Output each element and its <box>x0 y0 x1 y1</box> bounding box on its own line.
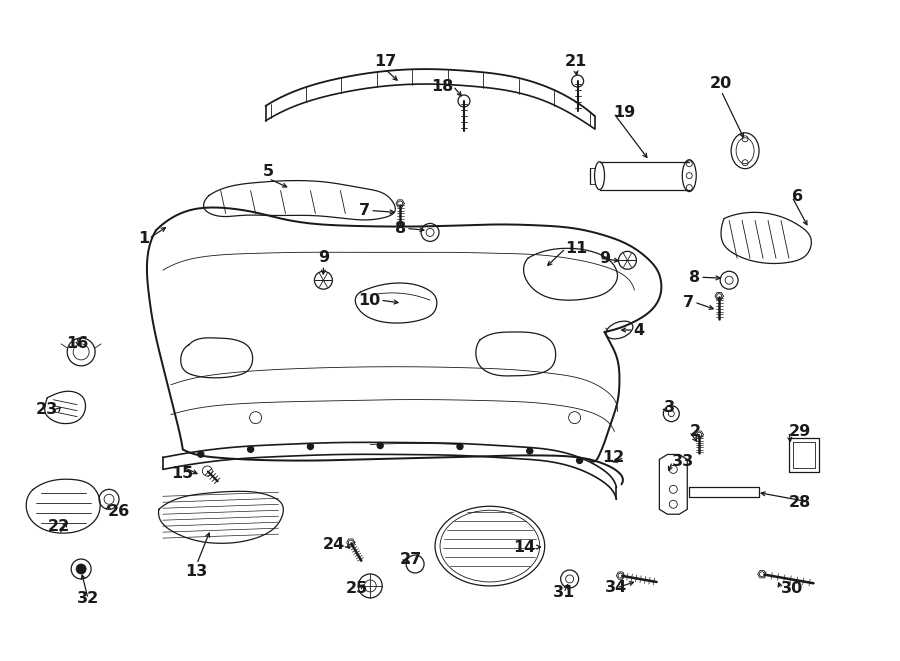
Text: 26: 26 <box>108 504 130 519</box>
Text: 14: 14 <box>514 539 536 555</box>
Text: 22: 22 <box>48 519 70 534</box>
Circle shape <box>377 442 383 449</box>
Circle shape <box>577 457 582 463</box>
Text: 21: 21 <box>564 54 587 69</box>
Text: 34: 34 <box>606 580 627 596</box>
Text: 28: 28 <box>788 495 811 510</box>
Text: 7: 7 <box>683 295 694 309</box>
Text: 4: 4 <box>634 323 644 338</box>
Text: 10: 10 <box>358 293 380 307</box>
Text: 11: 11 <box>565 241 588 256</box>
Text: 24: 24 <box>323 537 346 551</box>
Text: 18: 18 <box>431 79 453 94</box>
Text: 2: 2 <box>689 424 700 439</box>
Text: 9: 9 <box>599 251 611 266</box>
Text: 17: 17 <box>374 54 396 69</box>
Text: 19: 19 <box>614 105 635 120</box>
Circle shape <box>198 451 203 457</box>
Text: 3: 3 <box>664 400 676 415</box>
Text: 1: 1 <box>138 231 148 246</box>
Text: 31: 31 <box>553 586 575 600</box>
Text: 7: 7 <box>359 203 370 218</box>
Text: 29: 29 <box>789 424 811 439</box>
Text: 6: 6 <box>792 189 803 204</box>
Circle shape <box>308 444 313 449</box>
Text: 25: 25 <box>346 582 368 596</box>
Text: 15: 15 <box>171 467 193 481</box>
Text: 30: 30 <box>781 582 803 596</box>
Circle shape <box>76 564 86 574</box>
Text: 8: 8 <box>689 270 700 285</box>
Text: 32: 32 <box>77 592 99 606</box>
Text: 33: 33 <box>672 454 695 469</box>
Text: 9: 9 <box>318 251 329 265</box>
Text: 23: 23 <box>36 402 58 417</box>
Text: 16: 16 <box>66 336 88 351</box>
Circle shape <box>526 448 533 454</box>
Text: 12: 12 <box>602 450 625 465</box>
Circle shape <box>248 446 254 452</box>
Text: 5: 5 <box>263 164 274 178</box>
Text: 8: 8 <box>395 221 406 236</box>
Circle shape <box>457 444 463 449</box>
Text: 27: 27 <box>400 551 422 566</box>
Text: 13: 13 <box>185 564 208 579</box>
Text: 20: 20 <box>710 76 733 91</box>
